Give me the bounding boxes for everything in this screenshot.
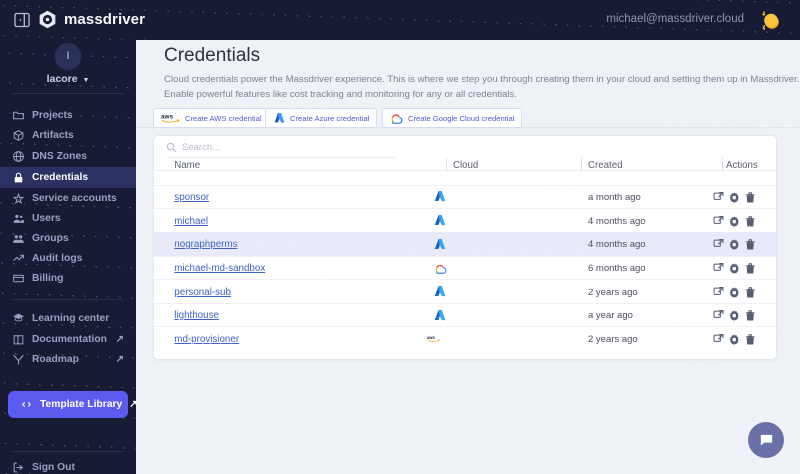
svg-text:aws: aws [161, 113, 173, 120]
svg-text:aws: aws [427, 335, 436, 340]
